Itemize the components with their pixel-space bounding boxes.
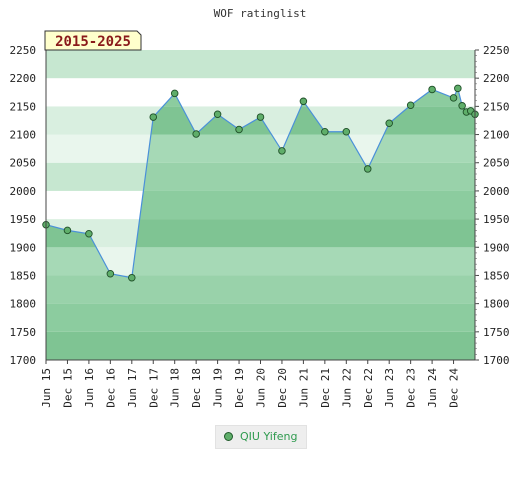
background-band: [46, 50, 475, 79]
x-tick-label: Dec 18: [190, 368, 203, 408]
y-axis-left: 1700 1750 1800 1850 1900 1950 2000 2050 2100 2150…: [10, 44, 37, 367]
data-point: [106, 270, 115, 278]
y-tick-label-right: 1750: [483, 326, 510, 339]
y-tick-label-right: 1950: [483, 213, 510, 226]
x-tick-label: Jun 23: [383, 368, 396, 408]
data-point: [170, 89, 179, 98]
background-band: [46, 78, 475, 107]
data-point: [256, 113, 265, 121]
y-tick-label-left: 2000: [10, 185, 37, 198]
data-point: [278, 147, 286, 155]
data-point: [385, 119, 393, 128]
data-point: [128, 273, 136, 282]
y-tick-label-left: 2250: [10, 44, 37, 57]
x-axis: Jun 15 Dec 15 Jun 16 Dec 16 Jun 17 Dec 17 Jun …: [40, 360, 461, 408]
y-tick-label-left: 2100: [10, 129, 37, 142]
area-stripe: [46, 303, 475, 332]
legend-marker-icon: [224, 432, 233, 441]
x-tick-label: Jun 20: [255, 368, 268, 408]
data-point: [364, 165, 372, 173]
x-tick-label: Jun 22: [340, 368, 353, 408]
y-tick-label-left: 1850: [10, 269, 37, 282]
y-tick-label-right: 2150: [483, 100, 510, 113]
x-tick-label: Jun 16: [83, 368, 96, 408]
data-point: [235, 125, 243, 134]
data-point: [321, 127, 329, 136]
x-tick-label: Jun 15: [40, 368, 53, 408]
legend-label: QIU Yifeng: [240, 430, 298, 443]
y-tick-label-left: 2200: [10, 72, 37, 85]
y-axis-right: 1700 1750 1800 1850 1900 1950 2000 2050 2100 2150…: [475, 44, 510, 367]
y-tick-label-right: 1800: [483, 298, 510, 311]
y-tick-label-left: 1900: [10, 241, 37, 254]
data-point: [299, 97, 308, 106]
data-point: [454, 84, 462, 93]
y-tick-label-right: 1850: [483, 269, 510, 282]
x-tick-label: Dec 23: [405, 368, 418, 408]
y-tick-label-left: 1800: [10, 298, 37, 311]
x-tick-label: Dec 19: [233, 368, 246, 408]
period-label: 2015-2025: [55, 34, 131, 50]
x-tick-label: Dec 17: [147, 368, 160, 408]
area-stripe: [46, 275, 475, 304]
x-tick-label: Jun 21: [297, 368, 310, 408]
period-badge: 2015-2025: [44, 30, 142, 51]
x-tick-label: Dec 20: [276, 368, 289, 408]
data-point: [149, 113, 157, 121]
x-tick-label: Jun 19: [212, 368, 225, 408]
x-tick-label: Dec 21: [319, 368, 332, 408]
x-tick-label: Jun 24: [426, 368, 439, 408]
data-point: [428, 85, 436, 94]
x-tick-label: Dec 22: [362, 368, 375, 408]
y-tick-label-right: 2100: [483, 129, 510, 142]
data-point: [458, 102, 466, 110]
x-tick-label: Dec 24: [448, 368, 461, 408]
data-point: [213, 110, 222, 119]
x-tick-label: Dec 16: [104, 368, 117, 408]
y-tick-label-left: 1950: [10, 213, 37, 226]
x-tick-label: Dec 15: [61, 368, 74, 408]
y-tick-label-right: 2000: [483, 185, 510, 198]
x-tick-label: Jun 17: [126, 368, 139, 408]
y-tick-label-left: 1700: [10, 354, 37, 367]
chart-title: WOF ratinglist: [214, 7, 307, 20]
y-tick-label-right: 2200: [483, 72, 510, 85]
y-tick-label-left: 2050: [10, 157, 37, 170]
data-point: [449, 94, 458, 102]
x-tick-label: Jun 18: [169, 368, 182, 408]
data-point: [63, 226, 72, 235]
y-tick-label-right: 1900: [483, 241, 510, 254]
y-tick-label-left: 1750: [10, 326, 37, 339]
y-tick-label-left: 2150: [10, 100, 37, 113]
data-point: [406, 101, 415, 109]
data-point: [85, 229, 93, 238]
y-tick-label-right: 1700: [483, 354, 510, 367]
series-markers: [42, 84, 479, 282]
data-point: [342, 127, 351, 136]
legend: QIU Yifeng: [215, 425, 307, 449]
area-stripe: [46, 331, 475, 360]
data-point: [192, 130, 200, 138]
y-tick-label-right: 2050: [483, 157, 510, 170]
period-badge-bg: [44, 30, 142, 51]
y-tick-label-right: 2250: [483, 44, 510, 57]
